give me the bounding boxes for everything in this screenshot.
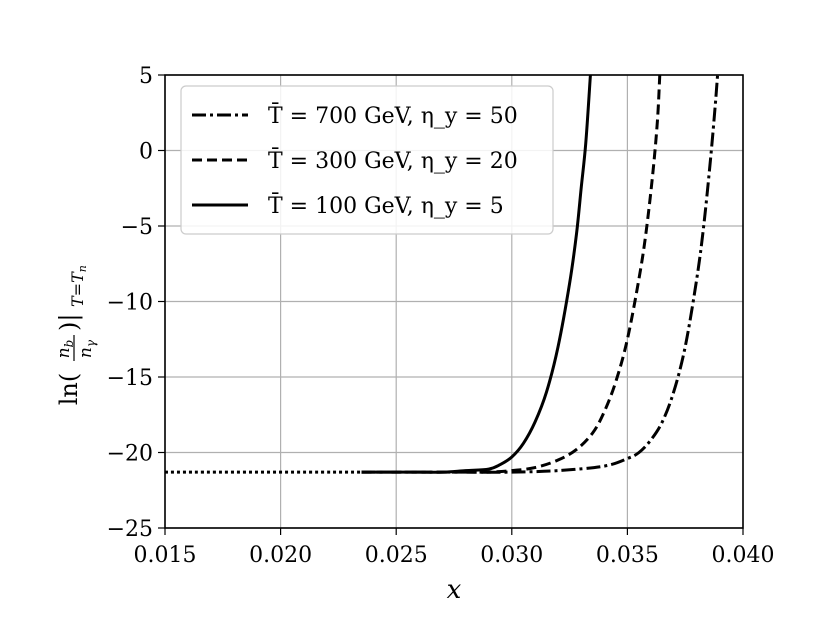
svg-text:nγ: nγ bbox=[76, 339, 98, 358]
svg-text:ln(: ln( bbox=[55, 373, 83, 406]
x-tick-label: 0.035 bbox=[596, 543, 659, 568]
y-tick-label: −20 bbox=[107, 442, 153, 467]
legend-label-300: T̄ = 300 GeV, η_y = 20 bbox=[268, 147, 518, 174]
legend-label-100: T̄ = 100 GeV, η_y = 5 bbox=[268, 192, 504, 219]
svg-text:)|: )| bbox=[55, 314, 84, 331]
x-tick-label: 0.030 bbox=[480, 543, 543, 568]
svg-text:T=Tn: T=Tn bbox=[68, 265, 89, 307]
y-tick-label: 0 bbox=[139, 140, 153, 165]
x-tick-label: 0.040 bbox=[712, 543, 775, 568]
legend-label-700: T̄ = 700 GeV, η_y = 50 bbox=[268, 102, 518, 129]
x-tick-label: 0.015 bbox=[134, 543, 197, 568]
legend: T̄ = 700 GeV, η_y = 50 T̄ = 300 GeV, η_y… bbox=[180, 85, 554, 235]
y-tick-label: −5 bbox=[121, 215, 153, 240]
y-tick-label: −15 bbox=[107, 366, 153, 391]
x-tick-label: 0.025 bbox=[365, 543, 428, 568]
series-line-2 bbox=[361, 74, 592, 474]
y-tick-label: −25 bbox=[107, 517, 153, 542]
legend-box bbox=[180, 85, 554, 235]
y-axis-label: ln( nb nγ )| T=Tn bbox=[54, 265, 98, 405]
x-tick-label: 0.020 bbox=[249, 543, 312, 568]
y-tick-label: −10 bbox=[107, 291, 153, 316]
y-tick-label: 5 bbox=[139, 64, 153, 89]
axis-ticks: 0.015 0.020 0.025 0.030 0.035 0.040 5 0 −5 −10 −15… bbox=[107, 64, 775, 568]
series-layer bbox=[165, 74, 720, 474]
x-axis-label: x bbox=[447, 575, 462, 605]
svg-text:nb: nb bbox=[54, 340, 76, 359]
series-line-1 bbox=[361, 74, 662, 474]
